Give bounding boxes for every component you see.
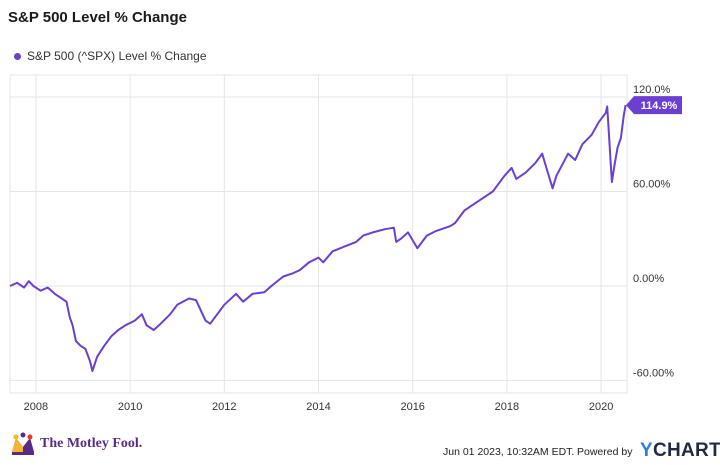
powered-by-label: Powered by [577,446,633,458]
last-value-flag [626,96,682,115]
y-tick-label: 60.00% [633,178,671,190]
x-tick-label: 2008 [24,401,48,413]
x-tick-label: 2016 [400,401,424,413]
y-tick-label: 120.0% [633,84,671,96]
ycharts-logo[interactable]: YCHARTS [640,440,720,462]
x-tick-label: 2020 [589,401,613,413]
legend-marker-icon [14,52,21,60]
ycharts-logo-y: Y [640,440,653,461]
jester-hat-icon [12,432,34,455]
x-tick-label: 2018 [495,401,519,413]
timestamp: Jun 01 2023, 10:32AM EDT. [443,446,575,458]
last-value-label: 114.9% [641,100,678,112]
x-tick-label: 2014 [306,401,330,413]
motley-fool-logo: The Motley Fool. [10,432,142,456]
x-tick-label: 2012 [212,401,236,413]
legend-label: S&P 500 (^SPX) Level % Change [27,49,207,63]
ycharts-logo-text: CHARTS [652,440,720,461]
series-line [9,104,627,372]
x-tick-label: 2010 [118,401,142,413]
y-tick-label: 0.00% [633,273,664,285]
brand-name: The Motley Fool. [40,436,143,451]
y-tick-label: -60.00% [633,367,674,379]
chart-title: S&P 500 Level % Change [8,9,187,26]
legend[interactable]: S&P 500 (^SPX) Level % Change [14,49,207,63]
